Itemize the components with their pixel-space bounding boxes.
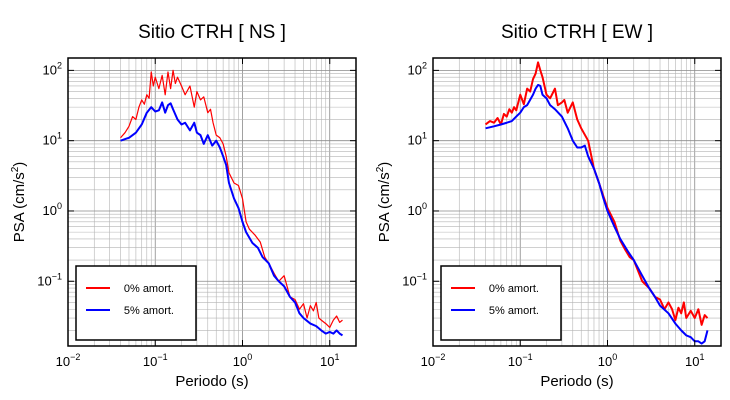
chart-title: Sitio CTRH [ NS ]	[138, 22, 286, 43]
y-tick-label: 101	[43, 131, 62, 148]
x-tick-label: 100	[598, 352, 617, 369]
legend-label: 0% amort.	[489, 283, 539, 295]
legend: 0% amort. 5% amort.	[440, 265, 562, 341]
x-tick-label: 101	[320, 352, 339, 369]
chart-title: Sitio CTRH [ EW ]	[501, 22, 653, 43]
axis-ticks	[432, 58, 721, 346]
y-tick-label: 10−1	[402, 271, 427, 288]
legend: 0% amort. 5% amort.	[75, 265, 197, 341]
y-axis-label: PSA (cm/s2)	[375, 162, 393, 243]
grid	[67, 58, 357, 346]
x-tick-label: 10−2	[421, 352, 446, 369]
y-tick-label: 10−1	[37, 271, 62, 288]
axis-ticks	[67, 58, 356, 346]
legend-box	[440, 265, 562, 341]
plot-frame	[432, 57, 722, 347]
y-tick-label: 100	[43, 201, 62, 218]
chart-panel-ns: 10−2 10−1 100 101 10−1 100 101 102 Sitio CTRH [ …	[10, 22, 357, 390]
series-line-damped	[485, 83, 709, 345]
y-tick-label: 100	[408, 201, 427, 218]
x-tick-label: 101	[685, 352, 704, 369]
chart-panel-ew: 10−2 10−1 100 101 10−1 100 101 102 Sitio CTRH [ …	[375, 22, 722, 390]
x-tick-label: 10−2	[56, 352, 81, 369]
x-tick-label: 10−1	[143, 352, 168, 369]
x-axis-label: Periodo (s)	[540, 373, 613, 390]
legend-label: 5% amort.	[124, 305, 174, 317]
y-tick-label: 102	[408, 60, 427, 77]
x-tick-label: 10−1	[508, 352, 533, 369]
y-tick-label: 102	[43, 60, 62, 77]
plot-frame	[67, 57, 357, 347]
y-axis-label: PSA (cm/s2)	[10, 162, 28, 243]
series-line-damped	[120, 101, 344, 337]
series-line-undamped	[484, 61, 709, 326]
legend-box	[75, 265, 197, 341]
series-line-undamped	[120, 69, 343, 329]
x-tick-label: 100	[233, 352, 252, 369]
x-axis-label: Periodo (s)	[175, 373, 248, 390]
y-tick-label: 101	[408, 131, 427, 148]
legend-label: 0% amort.	[124, 283, 174, 295]
legend-label: 5% amort.	[489, 305, 539, 317]
